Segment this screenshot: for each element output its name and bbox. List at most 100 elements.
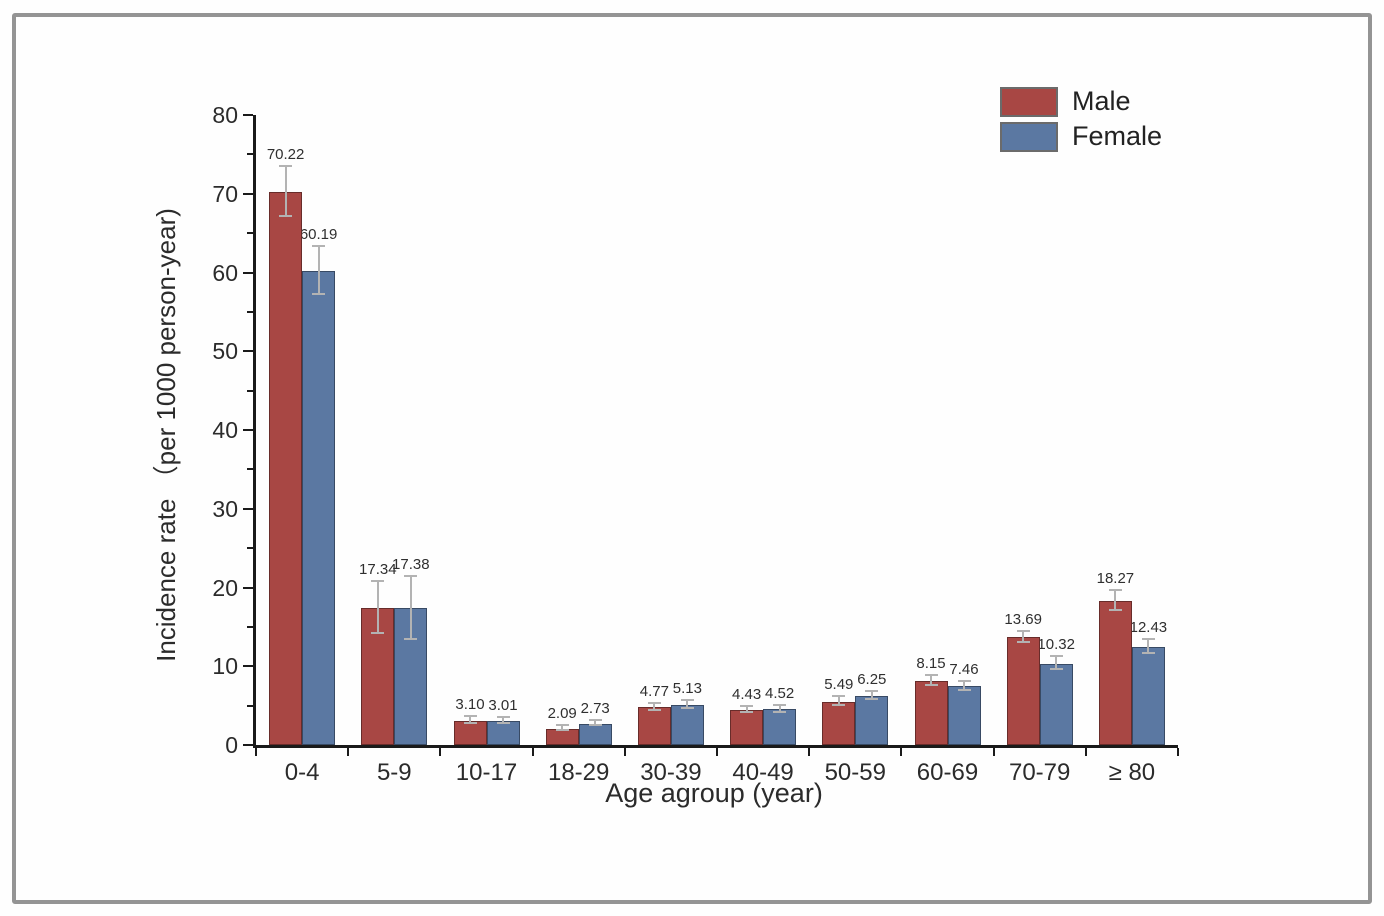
error-bar-cap-top	[1016, 629, 1030, 632]
error-bar-cap-bottom	[832, 704, 846, 707]
y-axis-major-tick	[243, 507, 253, 510]
x-axis-tick	[255, 748, 257, 756]
male-bar	[545, 728, 579, 745]
female-bar	[763, 709, 797, 745]
bar-value-label: 70.22	[266, 145, 305, 163]
error-bar-line	[317, 246, 320, 296]
error-bar-line	[686, 700, 689, 709]
y-axis-tick-label: 20	[212, 574, 238, 601]
legend: Male Female	[1000, 86, 1162, 152]
error-bar-line	[1147, 640, 1150, 655]
female-series-label: Female	[1072, 121, 1163, 151]
error-bar-cap-bottom	[1049, 668, 1063, 671]
female-bar	[1039, 663, 1073, 745]
y-axis-major-tick	[243, 429, 253, 431]
y-axis-tick-label: 60	[212, 259, 238, 286]
x-axis-category-label: 18-29	[547, 759, 610, 786]
x-axis-category-label: 60-69	[916, 759, 979, 786]
male-series-swatch	[1000, 86, 1058, 117]
y-axis-title: Incidence rate （per 1000 person-year)	[151, 208, 181, 662]
y-axis-minor-tick	[247, 310, 253, 313]
error-bar-line	[409, 576, 412, 640]
y-axis-tick-label: 30	[212, 495, 238, 522]
x-axis-category-label: 10-17	[455, 759, 518, 786]
error-bar-cap-bottom	[463, 722, 477, 725]
bar-value-label: 2.09	[547, 705, 577, 723]
bar-value-label: 12.43	[1129, 619, 1168, 637]
error-bar-cap-top	[773, 704, 787, 707]
y-axis-minor-tick	[247, 625, 253, 628]
error-bar-line	[963, 681, 965, 691]
y-axis-major-tick	[243, 271, 253, 274]
y-axis-major-tick	[243, 586, 253, 589]
female-bar	[578, 723, 612, 745]
x-axis-tick	[716, 748, 718, 756]
bar-value-label: 4.77	[639, 682, 669, 700]
error-bar-line	[376, 582, 379, 635]
error-bar-cap-top	[1108, 588, 1122, 591]
error-bar-cap-bottom	[924, 683, 938, 686]
y-axis-major-tick	[243, 350, 253, 353]
legend-item-male: Male	[1000, 86, 1162, 117]
y-axis-major-tick	[243, 665, 253, 668]
error-bar-cap-top	[865, 689, 879, 692]
x-axis-tick	[439, 748, 442, 756]
x-axis-category-label: 70-79	[1008, 759, 1071, 786]
bar-value-label: 4.43	[731, 685, 762, 703]
x-axis-tick	[531, 748, 534, 756]
error-bar-cap-bottom	[588, 724, 602, 727]
x-axis-category-label: 50-59	[824, 759, 886, 786]
bar-value-label: 7.46	[949, 660, 979, 678]
error-bar-line	[1114, 590, 1117, 612]
y-axis-tick-label: 70	[212, 180, 238, 207]
error-bar-cap-top	[1141, 638, 1155, 641]
bar-value-label: 5.49	[824, 676, 854, 694]
error-bar-cap-top	[555, 724, 569, 727]
bar-value-label: 6.25	[857, 670, 887, 688]
error-bar-cap-bottom	[865, 697, 879, 700]
male-bar	[822, 701, 856, 745]
error-bar-cap-top	[740, 704, 754, 707]
x-axis-tick	[808, 748, 811, 756]
error-bar-cap-top	[371, 580, 385, 583]
male-bar	[1098, 601, 1132, 745]
error-bar-cap-top	[404, 574, 418, 577]
bar-value-label: 17.38	[392, 555, 430, 573]
error-bar-line	[502, 718, 504, 725]
legend-item-female: Female	[1000, 121, 1162, 152]
error-bar-cap-bottom	[773, 710, 787, 713]
error-bar-cap-bottom	[371, 632, 385, 635]
male-bar	[637, 707, 671, 745]
error-bar-cap-top	[496, 716, 510, 719]
female-bar	[486, 721, 520, 745]
error-bar-cap-bottom	[496, 722, 510, 725]
male-bar	[361, 608, 395, 745]
error-bar-cap-bottom	[404, 637, 418, 640]
male-bar	[269, 192, 303, 745]
y-axis-tick-label: 80	[212, 102, 238, 128]
x-axis-title: Age agroup (year)	[605, 778, 823, 808]
female-bar	[670, 704, 704, 745]
y-axis-minor-tick	[247, 468, 253, 471]
bar-value-label: 60.19	[299, 225, 338, 243]
female-series-swatch	[1000, 121, 1058, 152]
x-axis-tick	[992, 748, 995, 756]
error-bar-line	[837, 697, 840, 707]
error-bar-cap-top	[279, 164, 293, 167]
plot-area: 0 10 20 30 40 50 60 70 80 0-4 5-9 10-17 18-29 30-39 40…	[212, 103, 1179, 786]
error-bar-cap-top	[647, 701, 661, 704]
x-axis-category-label: ≥ 80	[1108, 759, 1156, 786]
male-series-label: Male	[1072, 86, 1131, 116]
error-bar-cap-top	[832, 695, 846, 698]
x-axis-tick	[623, 748, 626, 756]
y-axis-minor-tick	[247, 232, 253, 235]
error-bar-cap-bottom	[680, 706, 694, 709]
error-bar-line	[1022, 631, 1025, 643]
x-axis-category-label: 5-9	[376, 759, 412, 786]
x-axis-tick	[1084, 748, 1087, 756]
bar-value-label: 13.69	[1004, 610, 1042, 628]
error-bar-line	[870, 691, 873, 700]
y-axis-major-tick	[243, 114, 253, 116]
error-bar-line	[1055, 657, 1058, 671]
